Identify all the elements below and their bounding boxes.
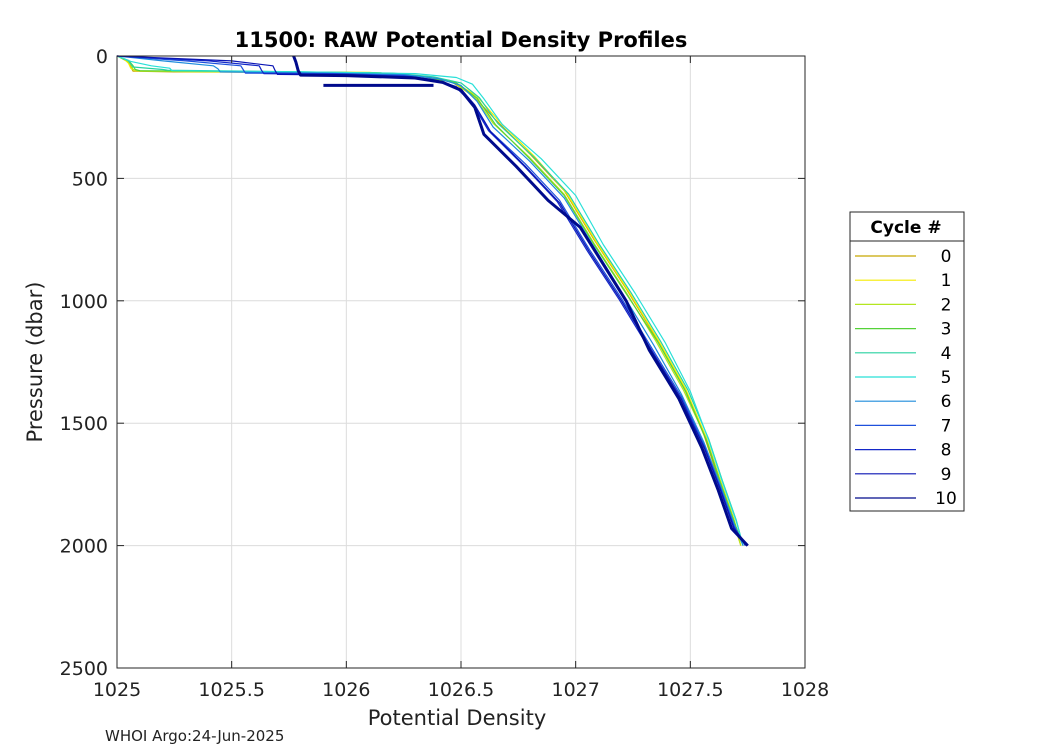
y-axis-label: Pressure (dbar) (23, 282, 47, 443)
legend-label: 1 (941, 271, 952, 291)
x-tick-label: 1026.5 (428, 679, 494, 701)
x-tick-label: 1025.5 (198, 679, 264, 701)
legend-label: 6 (941, 392, 952, 412)
legend-label: 5 (941, 368, 952, 388)
series-line-cycle-3 (116, 55, 744, 546)
series-line-cycle-5 (116, 55, 744, 546)
legend-label: 3 (941, 320, 952, 340)
x-tick-label: 1027 (551, 679, 599, 701)
series-line-cycle-10 (292, 55, 749, 547)
y-tick-label: 2500 (60, 658, 108, 680)
y-tick-label: 0 (96, 46, 108, 68)
series-line-cycle-9 (116, 55, 749, 546)
x-tick-label: 1025 (93, 679, 141, 701)
chart-title: 11500: RAW Potential Density Profiles (235, 28, 688, 52)
legend-label: 8 (941, 441, 952, 461)
series-line-cycle-6 (116, 55, 744, 546)
legend: Cycle # 0 1 2 3 4 5 6 7 8 9 10 (849, 211, 965, 512)
legend-label: 2 (941, 295, 952, 315)
y-tick-label: 500 (72, 168, 108, 190)
x-axis-label: Potential Density (368, 706, 547, 730)
footer-stamp: WHOI Argo:24-Jun-2025 (105, 727, 284, 745)
y-tick-label: 1500 (60, 413, 108, 435)
legend-label: 10 (935, 489, 957, 509)
y-tick-label: 1000 (60, 291, 108, 313)
legend-title: Cycle # (870, 218, 941, 238)
series-line-cycle-7 (116, 55, 746, 546)
y-tick-label: 2000 (60, 536, 108, 558)
legend-label: 9 (941, 465, 952, 485)
legend-items: 0 1 2 3 4 5 6 7 8 9 10 (855, 247, 957, 509)
legend-label: 4 (941, 344, 952, 364)
x-tick-label: 1028 (781, 679, 829, 701)
x-tick-label: 1026 (322, 679, 370, 701)
legend-label: 0 (941, 247, 952, 267)
legend-box (849, 211, 965, 512)
series-layer (116, 55, 749, 547)
legend-label: 7 (941, 416, 952, 436)
x-tick-label: 1027.5 (657, 679, 723, 701)
ticks: 1025 1025.5 1026 1026.5 1027 1027.5 1028 0 500 10… (60, 46, 830, 701)
